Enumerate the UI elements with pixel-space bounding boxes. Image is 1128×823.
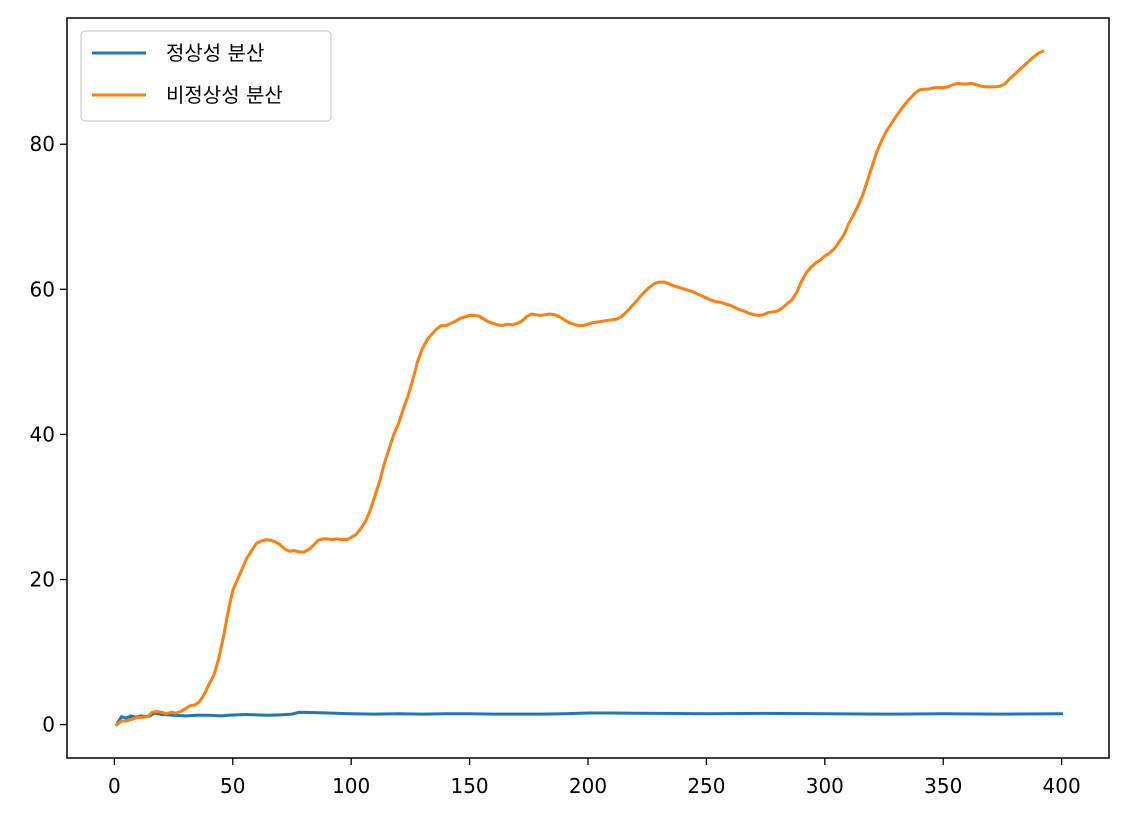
x-tick-label: 200 [569, 774, 607, 798]
x-tick-label: 50 [220, 774, 245, 798]
y-tick-label: 20 [30, 568, 55, 592]
x-tick-label: 0 [108, 774, 121, 798]
x-tick-label: 350 [924, 774, 962, 798]
legend-label-series-1: 비정상성 분산 [166, 83, 283, 107]
legend-label-series-0: 정상성 분산 [166, 41, 264, 65]
y-tick-label: 80 [30, 132, 55, 156]
x-tick-label: 300 [806, 774, 844, 798]
x-tick-label: 100 [332, 774, 370, 798]
series-layer [114, 49, 1064, 727]
y-tick-label: 40 [30, 422, 55, 446]
x-axis: 0 50 100 150 200 250 300 350 400 [108, 758, 1081, 798]
x-tick-label: 400 [1043, 774, 1081, 798]
y-tick-label: 60 [30, 277, 55, 301]
legend: 정상성 분산 비정상성 분산 [80, 30, 332, 122]
y-tick-label: 0 [42, 713, 55, 737]
series-line-1 [114, 49, 1045, 727]
x-tick-label: 250 [687, 774, 725, 798]
x-tick-label: 150 [450, 774, 488, 798]
y-axis: 0 20 40 60 80 [30, 132, 67, 737]
